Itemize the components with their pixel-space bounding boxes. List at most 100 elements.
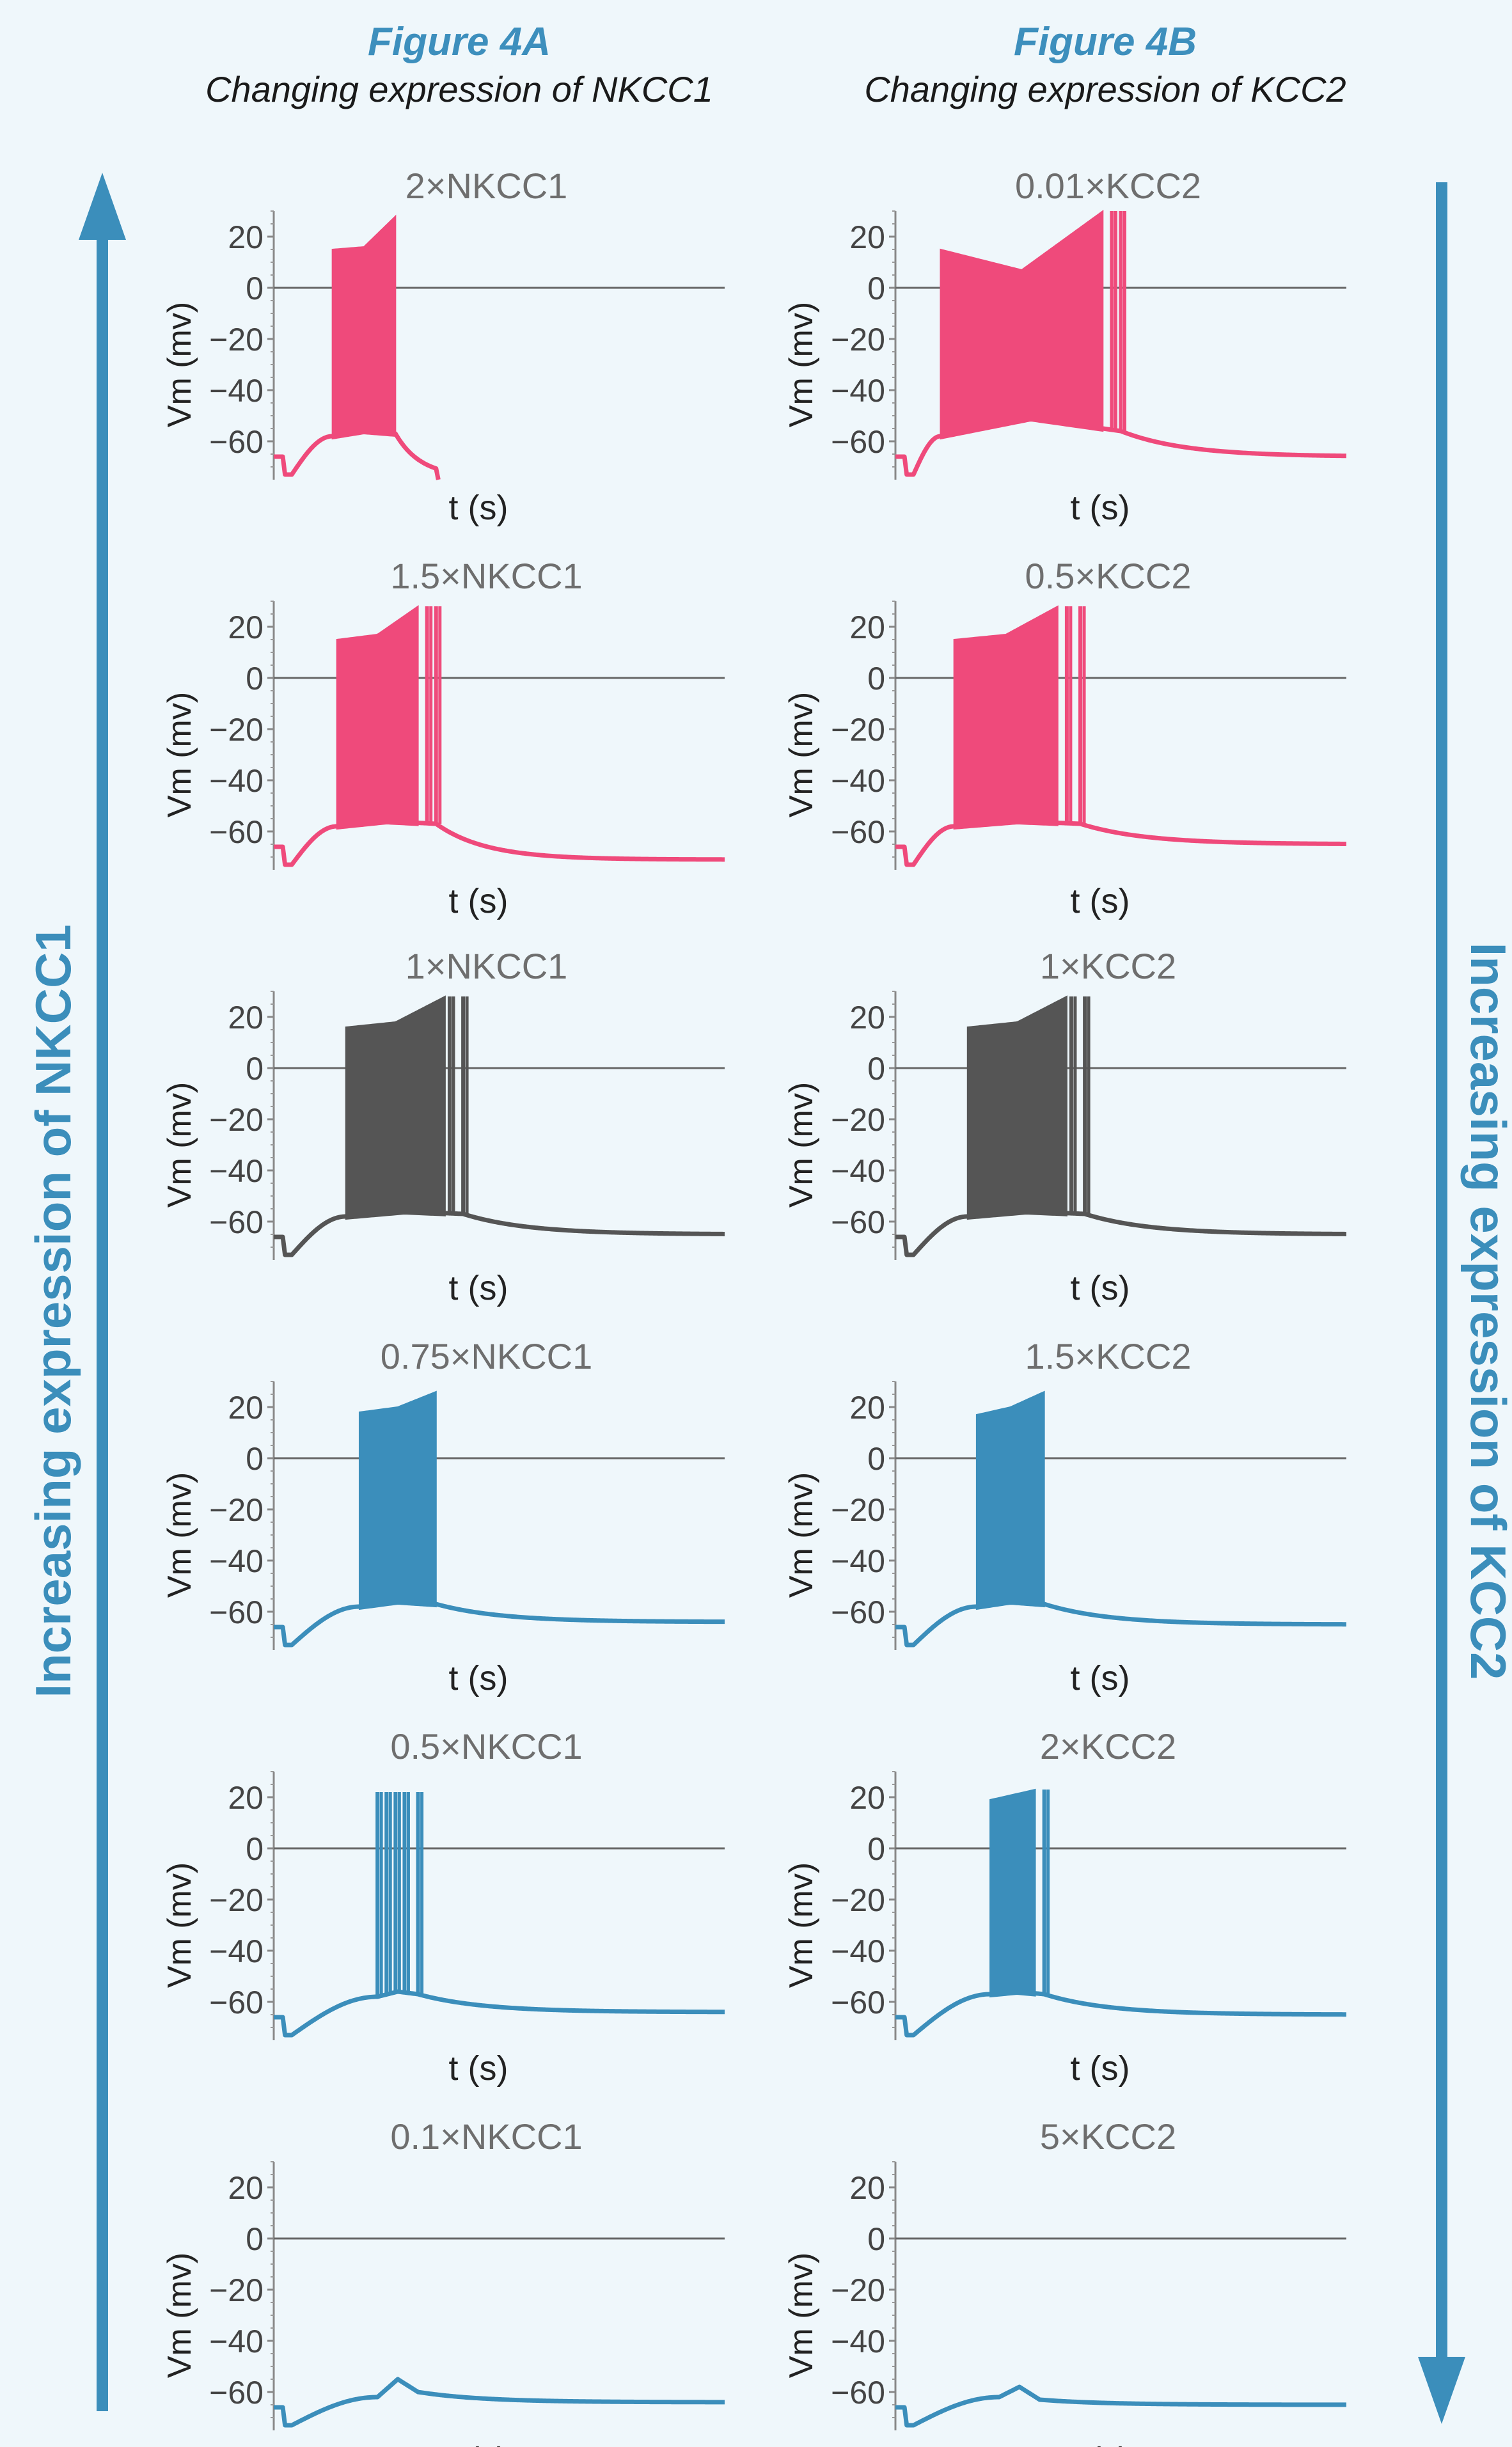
y-axis-label: Vm (mv) [161, 1862, 198, 1988]
y-tick-label: 0 [867, 2221, 885, 2257]
chart-panel: 0.01×KCC2 20 0 −20 −40 −60 Vm (mv) t (s) [783, 166, 1348, 527]
y-tick-label: −40 [209, 2324, 264, 2359]
y-axis-label: Vm (mv) [783, 1082, 820, 1208]
y-tick-label: 20 [228, 1000, 264, 1035]
y-tick-label: −40 [831, 763, 885, 799]
membrane-trace [272, 1209, 726, 1257]
y-tick-label: −60 [831, 814, 885, 850]
membrane-trace [894, 1599, 1348, 1648]
chart-panel: 2×NKCC1 20 0 −20 −40 −60 Vm (mv) t (s) [161, 166, 725, 527]
y-tick-label: 20 [228, 1390, 264, 1426]
y-tick-label: −20 [831, 2272, 885, 2308]
y-tick-label: 0 [246, 271, 264, 306]
x-axis-label: t (s) [1071, 1269, 1130, 1307]
chart-title: 1.5×NKCC1 [390, 556, 582, 596]
x-axis-label: t (s) [1071, 2441, 1130, 2447]
membrane-trace [272, 1989, 726, 2038]
chart-panel: 1×KCC2 20 0 −20 −40 −60 Vm (mv) t (s) [783, 946, 1348, 1307]
y-axis-label: Vm (mv) [783, 302, 820, 427]
y-axis-label: Vm (mv) [783, 2253, 820, 2378]
y-tick-label: −60 [209, 1204, 264, 1240]
x-axis-label: t (s) [449, 1269, 508, 1307]
membrane-trace [894, 1209, 1348, 1257]
y-tick-label: −60 [831, 2375, 885, 2411]
y-tick-label: −40 [831, 373, 885, 409]
x-axis-label: t (s) [1071, 2049, 1130, 2088]
y-tick-label: 20 [849, 1780, 885, 1816]
spike-burst [336, 605, 419, 830]
y-tick-label: 20 [849, 1390, 885, 1426]
y-tick-label: −40 [209, 1153, 264, 1189]
y-tick-label: −20 [831, 712, 885, 748]
chart-panel: 1.5×NKCC1 20 0 −20 −40 −60 Vm (mv) t (s) [161, 556, 726, 920]
left-arrowhead [79, 173, 126, 240]
x-axis-label: t (s) [1071, 489, 1130, 527]
x-axis-label: t (s) [449, 1659, 508, 1697]
membrane-trace [894, 2384, 1348, 2428]
y-tick-label: 20 [849, 2170, 885, 2206]
y-axis-label: Vm (mv) [161, 2253, 198, 2378]
y-tick-label: −40 [209, 1933, 264, 1969]
y-tick-label: −20 [831, 322, 885, 358]
spike-burst [953, 605, 1059, 830]
y-tick-label: 0 [246, 661, 264, 696]
y-tick-label: 0 [867, 1831, 885, 1867]
membrane-trace [894, 1989, 1348, 2038]
chart-title: 2×NKCC1 [406, 166, 568, 206]
y-tick-label: 0 [246, 1051, 264, 1087]
x-axis-label: t (s) [449, 489, 508, 527]
y-tick-label: −40 [209, 1543, 264, 1579]
chart-title: 5×KCC2 [1040, 2116, 1176, 2157]
y-tick-label: 0 [867, 661, 885, 696]
y-tick-label: 20 [849, 219, 885, 255]
arrows-layer: Increasing expression of NKCC1 Increasin… [25, 173, 1512, 2424]
y-tick-label: 20 [849, 610, 885, 645]
y-tick-label: −40 [831, 1543, 885, 1579]
y-tick-label: −60 [209, 424, 264, 460]
y-tick-label: −20 [209, 712, 264, 748]
spike-burst [940, 210, 1104, 440]
x-axis-label: t (s) [1071, 1659, 1130, 1697]
y-axis-label: Vm (mv) [783, 1862, 820, 1988]
x-axis-label: t (s) [1071, 882, 1130, 920]
chart-title: 1×NKCC1 [406, 946, 568, 986]
y-tick-label: 20 [228, 1780, 264, 1816]
y-tick-label: 0 [246, 1441, 264, 1477]
y-tick-label: 20 [228, 2170, 264, 2206]
chart-panel: 1.5×KCC2 20 0 −20 −40 −60 Vm (mv) t (s) [783, 1336, 1348, 1697]
chart-title: 0.1×NKCC1 [390, 2116, 582, 2157]
x-axis-label: t (s) [449, 882, 508, 920]
y-tick-label: 0 [246, 2221, 264, 2257]
chart-panel: 2×KCC2 20 0 −20 −40 −60 Vm (mv) t (s) [783, 1726, 1348, 2088]
y-tick-label: −40 [831, 1153, 885, 1189]
right-arrow-label: Increasing expression of KCC2 [1460, 942, 1512, 1680]
y-tick-label: −20 [831, 1882, 885, 1918]
right-figure-label: Figure 4B [1014, 20, 1197, 64]
chart-title: 0.5×KCC2 [1025, 556, 1192, 596]
left-arrow-label: Increasing expression of NKCC1 [25, 924, 81, 1697]
y-axis-label: Vm (mv) [783, 1472, 820, 1598]
y-axis-label: Vm (mv) [161, 1472, 198, 1598]
left-heading: Figure 4A Changing expression of NKCC1 [139, 18, 779, 113]
y-tick-label: −20 [209, 1102, 264, 1138]
y-tick-label: −40 [209, 763, 264, 799]
chart-panel: 1×NKCC1 20 0 −20 −40 −60 Vm (mv) t (s) [161, 946, 726, 1307]
right-arrowhead [1418, 2357, 1465, 2424]
y-tick-label: 0 [867, 1051, 885, 1087]
chart-panel: 5×KCC2 20 0 −20 −40 −60 Vm (mv) t (s) [783, 2116, 1348, 2447]
chart-title: 0.5×NKCC1 [390, 1726, 582, 1766]
y-tick-label: −60 [209, 1594, 264, 1630]
y-tick-label: −20 [831, 1102, 885, 1138]
y-tick-label: −20 [209, 322, 264, 358]
y-axis-label: Vm (mv) [161, 302, 198, 427]
y-tick-label: −60 [209, 814, 264, 850]
membrane-trace [272, 1599, 726, 1648]
y-tick-label: −60 [831, 1204, 885, 1240]
spike-burst [989, 1788, 1036, 1998]
chart-title: 2×KCC2 [1040, 1726, 1176, 1766]
y-tick-label: −60 [209, 2375, 264, 2411]
y-tick-label: −60 [831, 1594, 885, 1630]
y-tick-label: 0 [867, 1441, 885, 1477]
